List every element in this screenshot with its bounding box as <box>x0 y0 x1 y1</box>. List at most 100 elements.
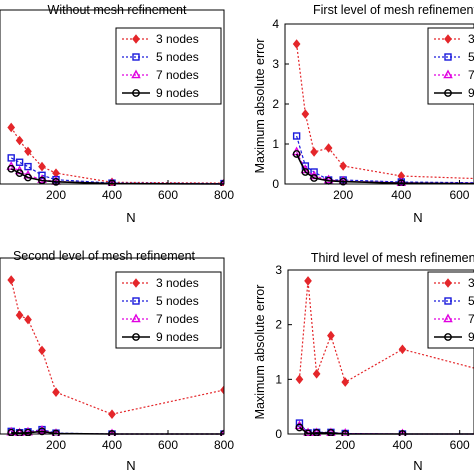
legend-marker-5-nodes <box>132 297 140 305</box>
legend-marker-9-nodes <box>132 333 140 341</box>
legend-label: 9 nodes <box>468 86 474 100</box>
legend-label: 5 nodes <box>156 50 199 64</box>
axes <box>0 257 225 435</box>
legend-marker-3-nodes <box>132 278 140 288</box>
legend-marker-9-nodes <box>132 89 140 97</box>
panel-second-level: Second level of mesh refinement 200 400 60… <box>0 249 234 473</box>
x-tick-label: 600 <box>158 438 178 452</box>
data-point-9-nodes <box>24 428 32 436</box>
x-tick-label: 200 <box>333 188 353 202</box>
legend-label: 5 nodes <box>468 294 474 308</box>
data-point-9-nodes <box>7 164 16 173</box>
x-tick-labels: 200 400 600 <box>333 188 470 202</box>
x-tick-labels: 200 400 600 800 <box>46 188 234 202</box>
y-axis-label: Maximum absolute error <box>253 285 267 420</box>
data-point-5-nodes <box>292 132 301 140</box>
legend-label: 9 nodes <box>156 330 199 344</box>
data-point-3-nodes <box>295 374 304 385</box>
data-point-7-nodes <box>6 426 16 436</box>
data-point-9-nodes <box>301 168 310 176</box>
data-point-7-nodes <box>396 177 407 186</box>
legend-label: 3 nodes <box>156 32 199 46</box>
x-tick-label: 600 <box>449 188 469 202</box>
y-tick-label: 3 <box>275 263 282 277</box>
panel-third-level: Third level of mesh refinement Maximum a… <box>253 251 474 473</box>
axes <box>287 269 474 435</box>
x-tick-label: 800 <box>214 188 234 202</box>
data-point-9-nodes <box>24 173 32 182</box>
x-tick-label: 200 <box>46 188 66 202</box>
legend: 3 nodes 5 nodes 7 nodes 9 nodes <box>427 27 474 105</box>
legend-marker-9-nodes <box>444 333 452 341</box>
data-point-3-nodes <box>52 168 60 178</box>
legend-label: 7 nodes <box>468 312 474 326</box>
data-point-5-nodes <box>15 158 24 166</box>
x-axis-label: N <box>413 458 422 473</box>
legend-marker-7-nodes <box>443 313 453 323</box>
axes-frame <box>287 269 474 435</box>
data-point-3-nodes <box>7 275 16 285</box>
legend-marker-5-nodes <box>444 53 452 61</box>
data-point-7-nodes <box>323 174 334 184</box>
series-line-3-nodes <box>10 127 224 184</box>
x-tick-label: 200 <box>46 438 66 452</box>
legend-label: 3 nodes <box>156 276 199 290</box>
legend-label: 3 nodes <box>468 32 474 46</box>
data-point-9-nodes <box>295 423 304 432</box>
data-point-9-nodes <box>312 429 321 436</box>
y-tick-label: 3 <box>272 57 279 71</box>
y-tick-label: 1 <box>275 372 282 386</box>
x-tick-label: 200 <box>335 438 355 452</box>
data-point-5-nodes <box>38 171 46 180</box>
data-point-9-nodes <box>38 427 46 436</box>
data-point-3-nodes <box>15 310 24 321</box>
data-point-3-nodes <box>108 409 116 420</box>
data-point-3-nodes <box>301 109 310 119</box>
legend-label: 9 nodes <box>156 86 199 100</box>
axes <box>284 23 474 185</box>
series-line-9-nodes <box>295 153 474 185</box>
y-tick-label: 2 <box>272 97 279 111</box>
data-point-3-nodes <box>24 314 32 325</box>
data-point-3-nodes <box>15 135 24 146</box>
y-tick-labels: 0 1 2 3 <box>275 263 282 441</box>
x-tick-labels: 200 400 600 800 <box>46 438 234 452</box>
series-line-5-nodes <box>296 135 474 184</box>
y-tick-label: 2 <box>275 318 282 332</box>
x-axis-label: N <box>126 458 135 473</box>
data-point-3-nodes <box>220 385 224 395</box>
legend-marker-7-nodes <box>131 313 141 323</box>
data-point-3-nodes <box>24 146 32 157</box>
data-point-3-nodes <box>327 330 335 341</box>
data-point-3-nodes <box>312 369 321 379</box>
x-tick-label: 600 <box>450 438 470 452</box>
data-point-9-nodes <box>7 428 16 436</box>
x-tick-label: 600 <box>158 188 178 202</box>
y-tick-label: 4 <box>272 17 279 31</box>
legend-label: 5 nodes <box>468 50 474 64</box>
legend-marker-5-nodes <box>444 297 452 305</box>
data-point-7-nodes <box>37 174 47 183</box>
data-point-3-nodes <box>7 122 16 133</box>
legend-marker-3-nodes <box>444 34 452 44</box>
legend-marker-9-nodes <box>444 89 452 97</box>
data-point-3-nodes <box>38 161 46 172</box>
data-point-9-nodes <box>310 174 318 182</box>
legend-label: 7 nodes <box>156 312 199 326</box>
series-line-9-nodes <box>298 426 474 435</box>
legend-label: 9 nodes <box>468 330 474 344</box>
x-tick-label: 400 <box>391 188 411 202</box>
plot-area <box>6 122 224 186</box>
y-tick-label: 1 <box>272 137 279 151</box>
legend-marker-3-nodes <box>444 278 452 288</box>
panel-title: Second level of mesh refinement <box>13 249 196 263</box>
legend-marker-5-nodes <box>132 53 140 61</box>
y-axis-label: Maximum absolute error <box>253 39 267 174</box>
legend-label: 7 nodes <box>156 68 199 82</box>
x-tick-label: 400 <box>102 188 122 202</box>
data-point-3-nodes <box>292 39 301 49</box>
data-point-7-nodes <box>340 427 350 436</box>
data-point-3-nodes <box>341 377 350 387</box>
data-point-3-nodes <box>324 143 333 153</box>
